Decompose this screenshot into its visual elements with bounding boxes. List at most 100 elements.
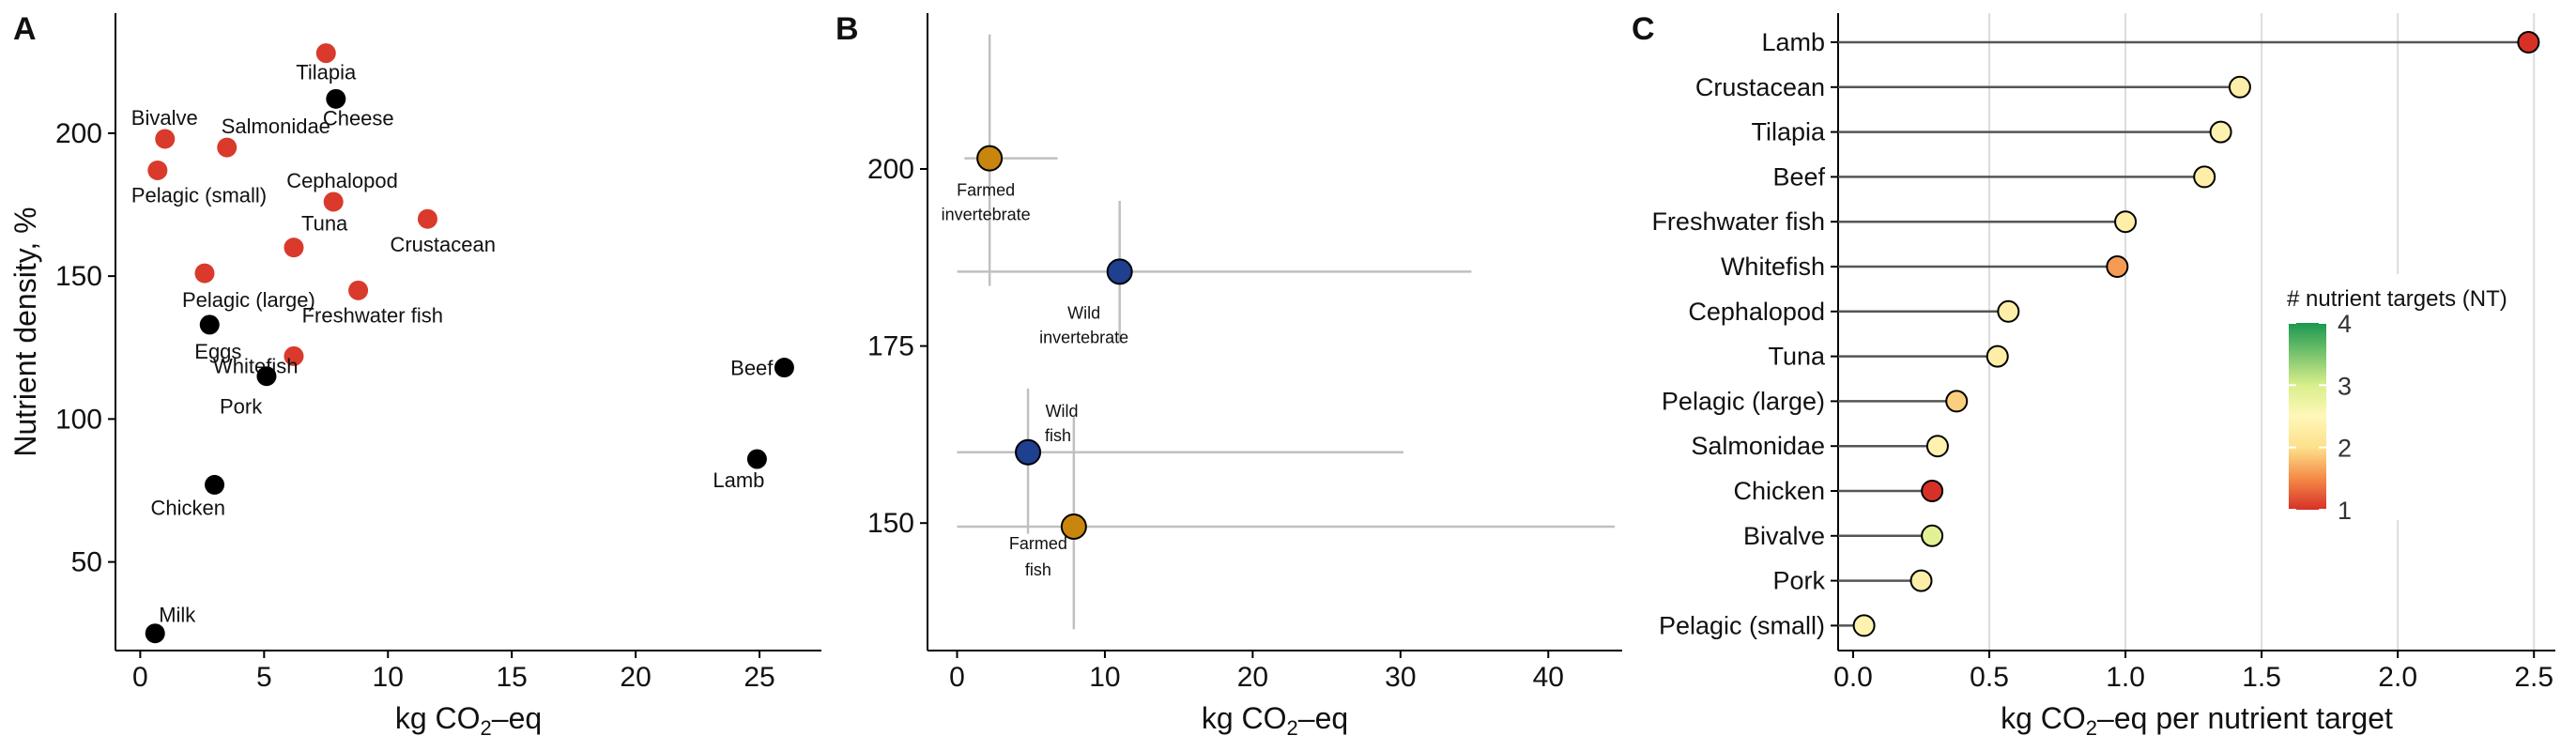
x-axis-title-tail: –eq per nutrient target bbox=[2097, 701, 2393, 735]
x-tick-label: 0 bbox=[132, 662, 148, 693]
point-label: fish bbox=[1045, 426, 1071, 445]
category-label: Salmonidae bbox=[1691, 432, 1825, 460]
x-axis-title-sub: 2 bbox=[1287, 716, 1298, 740]
point-label: Pelagic (large) bbox=[182, 288, 315, 312]
point-label: Pelagic (small) bbox=[131, 183, 267, 207]
category-label: Pork bbox=[1772, 567, 1825, 595]
data-point bbox=[746, 449, 767, 469]
data-point bbox=[284, 238, 304, 258]
point-label: Tilapia bbox=[296, 61, 357, 84]
x-tick-label: 10 bbox=[373, 662, 404, 693]
point-label: Farmed bbox=[957, 181, 1015, 200]
data-point bbox=[217, 137, 238, 158]
data-point bbox=[205, 474, 225, 495]
point-label: Cheese bbox=[323, 106, 394, 130]
panel-c: C0.0 0.5 1.0 1.5 2.0 2.5kg CO2–eq per nutrien… bbox=[1632, 11, 2555, 740]
panel-letter: B bbox=[836, 11, 859, 47]
category-label: Beef bbox=[1772, 162, 1825, 191]
data-point bbox=[417, 208, 437, 229]
category-label: Chicken bbox=[1733, 477, 1825, 505]
lollipop-point bbox=[2193, 165, 2216, 189]
category-label: Tilapia bbox=[1751, 118, 1826, 146]
legend-title: # nutrient targets (NT) bbox=[2287, 286, 2507, 312]
point-label: Whitefish bbox=[213, 354, 298, 377]
category-label: Lamb bbox=[1761, 28, 1825, 56]
data-point bbox=[774, 358, 794, 378]
data-point bbox=[1060, 513, 1087, 540]
category-label: Tuna bbox=[1768, 343, 1826, 371]
point-label: Lamb bbox=[713, 468, 764, 492]
legend-tick-label: 2 bbox=[2338, 435, 2352, 463]
lollipop-point bbox=[1986, 345, 2009, 368]
y-tick-label: 175 bbox=[867, 331, 914, 362]
data-point bbox=[315, 43, 336, 64]
point-label: Wild bbox=[1067, 303, 1100, 322]
y-tick-label: 150 bbox=[867, 508, 914, 539]
lollipop-point bbox=[1852, 614, 1876, 637]
point-label: invertebrate bbox=[1039, 328, 1128, 346]
x-tick-label: 10 bbox=[1089, 662, 1120, 693]
lollipop-point bbox=[1997, 299, 2020, 323]
panel-a: A 0 5 10 15 20 25 50 100 150 200 kg CO2–eq Nutrient … bbox=[8, 11, 821, 740]
point-label: Bivalve bbox=[131, 106, 198, 130]
point-label: Pork bbox=[220, 395, 263, 419]
lollipop-point bbox=[1921, 524, 1944, 547]
panel-letter: C bbox=[1632, 11, 1655, 47]
x-axis-title: kg CO2–eq bbox=[1202, 701, 1348, 740]
x-tick-label: 0.0 bbox=[1833, 662, 1873, 693]
point-label: Chicken bbox=[151, 496, 225, 519]
x-axis-title: kg CO2–eq per nutrient target bbox=[2001, 701, 2393, 740]
panel-b: B 0 10 20 30 40 150 175 200 kg CO2–eq Farmed invert… bbox=[836, 11, 1622, 740]
data-point bbox=[348, 280, 369, 300]
x-axis-title-sub: 2 bbox=[481, 716, 492, 740]
y-tick-label: 100 bbox=[55, 404, 102, 435]
category-label: Crustacean bbox=[1695, 73, 1825, 101]
x-tick-label: 1.5 bbox=[2242, 662, 2281, 693]
x-tick-label: 30 bbox=[1385, 662, 1416, 693]
data-point bbox=[326, 88, 346, 109]
point-label: Freshwater fish bbox=[302, 303, 443, 327]
x-axis-title-sub: 2 bbox=[2086, 716, 2097, 740]
x-tick-label: 5 bbox=[256, 662, 272, 693]
lollipop-point bbox=[1909, 569, 1933, 592]
point-label: Crustacean bbox=[390, 233, 496, 256]
category-label: Pelagic (large) bbox=[1662, 387, 1825, 415]
x-axis-title-main: kg CO bbox=[395, 701, 481, 735]
panel-letter: A bbox=[13, 11, 37, 47]
point-label: fish bbox=[1025, 560, 1051, 579]
point-label: Wild bbox=[1046, 402, 1079, 421]
lollipop-point bbox=[2209, 120, 2232, 144]
y-tick-label: 50 bbox=[71, 547, 102, 578]
y-tick-label: 200 bbox=[867, 154, 914, 185]
y-tick-label: 200 bbox=[55, 118, 102, 149]
lollipop-point bbox=[2517, 31, 2540, 54]
lollipop-point bbox=[1945, 390, 1969, 413]
x-tick-label: 2.0 bbox=[2378, 662, 2417, 693]
x-tick-label: 15 bbox=[496, 662, 527, 693]
x-axis-title-tail: –eq bbox=[492, 701, 542, 735]
x-tick-label: 40 bbox=[1533, 662, 1564, 693]
x-tick-label: 1.0 bbox=[2106, 662, 2145, 693]
point-label: Beef bbox=[730, 357, 774, 380]
lollipop-point bbox=[2228, 75, 2251, 99]
x-axis-title-tail: –eq bbox=[1298, 701, 1348, 735]
legend-tick-label: 3 bbox=[2338, 372, 2352, 400]
point-label: Tuna bbox=[301, 212, 348, 236]
data-point bbox=[155, 129, 176, 149]
point-label: Salmonidae bbox=[222, 115, 330, 138]
category-label: Bivalve bbox=[1743, 522, 1825, 550]
data-point bbox=[976, 145, 1004, 172]
lollipop-point bbox=[1925, 435, 1949, 458]
legend-colorbar bbox=[2289, 323, 2326, 510]
data-point bbox=[147, 160, 168, 180]
x-tick-label: 2.5 bbox=[2514, 662, 2553, 693]
point-label: Farmed bbox=[1009, 534, 1067, 553]
lollipop-point bbox=[2106, 255, 2129, 278]
data-point bbox=[323, 192, 344, 212]
lollipop-point bbox=[1921, 480, 1944, 502]
category-label: Cephalopod bbox=[1688, 298, 1825, 326]
x-tick-label: 20 bbox=[620, 662, 651, 693]
x-tick-label: 0 bbox=[949, 662, 965, 693]
data-point bbox=[194, 263, 215, 284]
